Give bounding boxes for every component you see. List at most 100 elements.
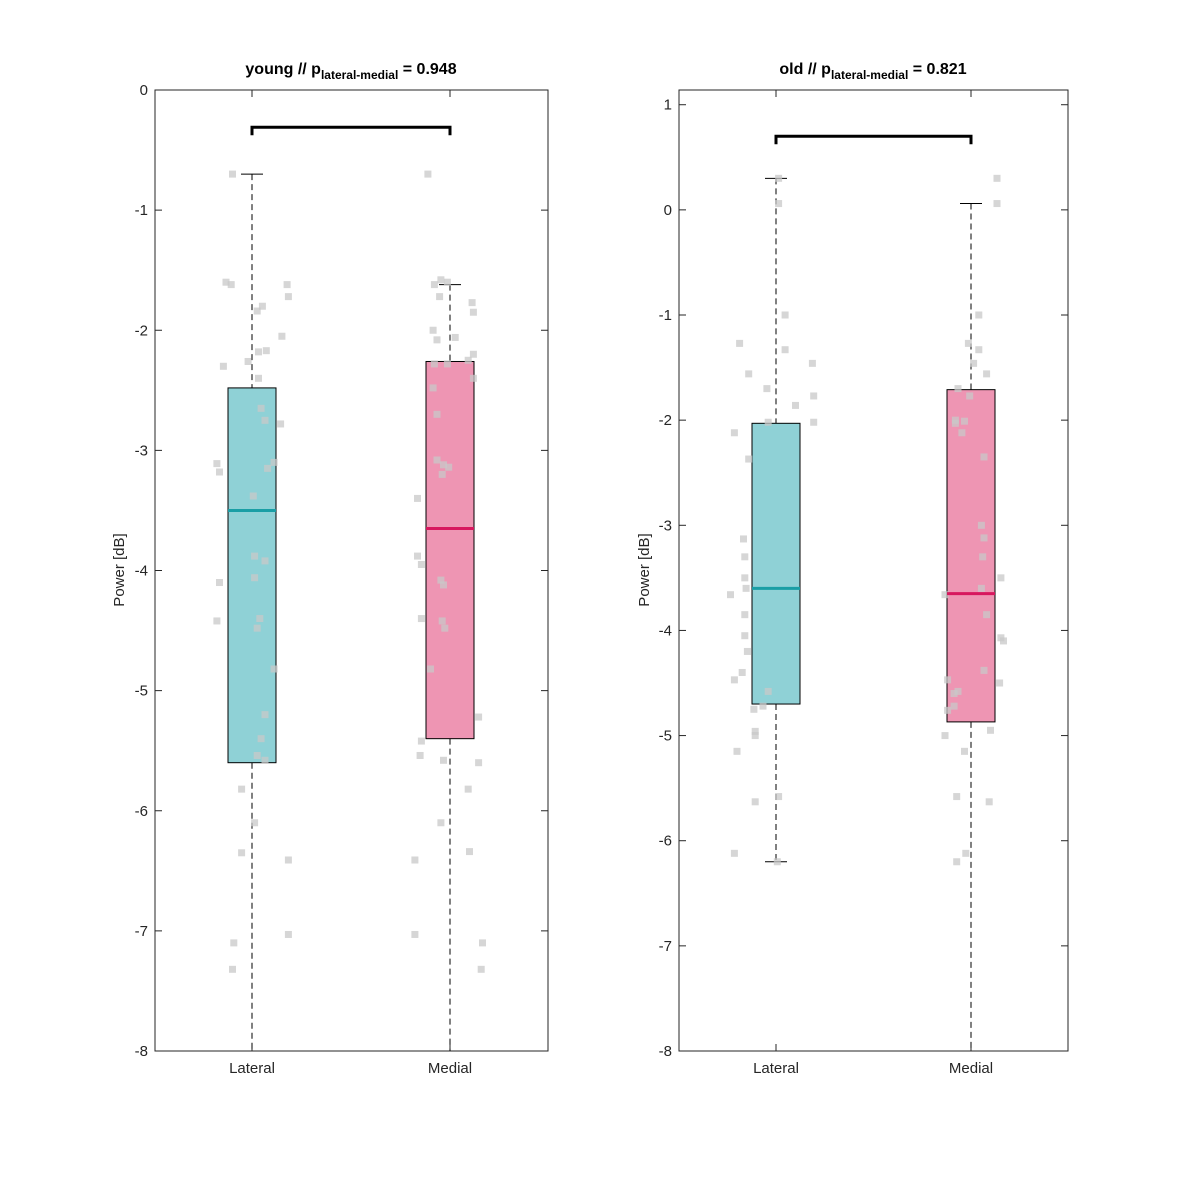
data-point [954,385,962,393]
panel-title: old // plateral-medial = 0.821 [779,61,966,82]
data-point [951,419,959,427]
data-point [251,819,259,827]
data-point [741,611,749,619]
data-point [977,584,985,592]
data-point [745,370,753,378]
data-point [414,552,421,560]
y-tick-label: -6 [659,833,672,850]
title-value: = 0.821 [908,61,966,78]
data-point [213,617,221,625]
x-tick-label: Medial [428,1060,472,1077]
data-point [479,939,486,947]
data-point [417,737,425,745]
data-point [730,849,738,857]
y-tick-label: -2 [659,412,672,429]
title-subscript: lateral-medial [321,68,398,82]
data-point [975,346,983,354]
data-point [229,965,236,973]
data-point [229,170,236,178]
data-point [436,293,444,301]
data-point [257,735,265,743]
y-tick-label: -4 [659,622,672,639]
data-point [953,858,961,866]
data-point [437,576,445,584]
data-point [249,492,257,500]
data-point [284,930,292,938]
data-point [256,615,264,623]
data-point [411,856,419,864]
data-point [258,302,266,310]
data-point [781,346,789,354]
panel-old: old // plateral-medial = 0.821 Power [dB… [636,61,1069,1077]
data-point [277,420,285,428]
data-point [284,293,292,301]
data-point [443,278,451,286]
data-point [954,687,962,695]
data-point [244,357,252,365]
data-point [742,584,750,592]
title-main: young // p [245,61,321,78]
data-point [433,336,441,344]
data-point [736,339,744,347]
y-tick-label: 1 [664,97,672,114]
y-tick-label: -1 [135,202,148,219]
data-point [763,385,771,393]
data-point [775,793,783,801]
data-point [475,759,483,767]
data-point [751,727,759,735]
data-point [253,751,261,759]
data-point [764,687,772,695]
axes-frame [678,89,1069,1052]
data-point [740,535,747,543]
significance-bracket [250,125,452,136]
title-subscript: lateral-medial [831,68,908,82]
data-point [993,200,1001,208]
data-point [424,170,432,178]
data-point [238,849,246,857]
data-point [261,711,269,719]
data-point [251,552,259,560]
data-point [985,798,993,806]
data-point [1000,637,1007,645]
data-point [775,174,783,182]
data-point [257,404,265,412]
data-point [255,348,262,356]
data-point [429,384,437,392]
y-axis-label: Power [dB] [636,533,653,606]
data-point [810,418,818,426]
y-tick-label: -2 [135,322,148,339]
y-tick-label: -5 [135,683,148,700]
data-point [430,281,438,289]
data-point [441,624,449,632]
y-tick-label: 0 [664,202,672,219]
data-point [414,494,421,502]
title-value: = 0.948 [398,61,456,78]
data-point [429,326,437,334]
y-tick-label: -7 [659,938,672,955]
data-point [261,416,269,424]
data-point [270,665,278,673]
data-point [970,359,978,367]
data-point [416,751,424,759]
x-tick-label: Lateral [229,1060,275,1077]
y-tick-label: -5 [659,728,672,745]
x-tick-label: Medial [949,1060,993,1077]
data-point [993,174,1001,182]
data-point [417,560,425,568]
data-point [750,705,758,713]
title-main: old // p [779,61,831,78]
data-point [216,579,223,587]
data-point [733,747,741,755]
data-point [741,553,749,561]
data-point [253,624,261,632]
data-point [251,574,259,582]
data-point [745,455,753,463]
data-point [433,456,441,464]
data-point [451,333,459,341]
data-point [440,756,447,764]
data-point [730,429,738,437]
data-point [253,307,261,315]
data-point [751,798,759,806]
data-point [950,690,958,698]
